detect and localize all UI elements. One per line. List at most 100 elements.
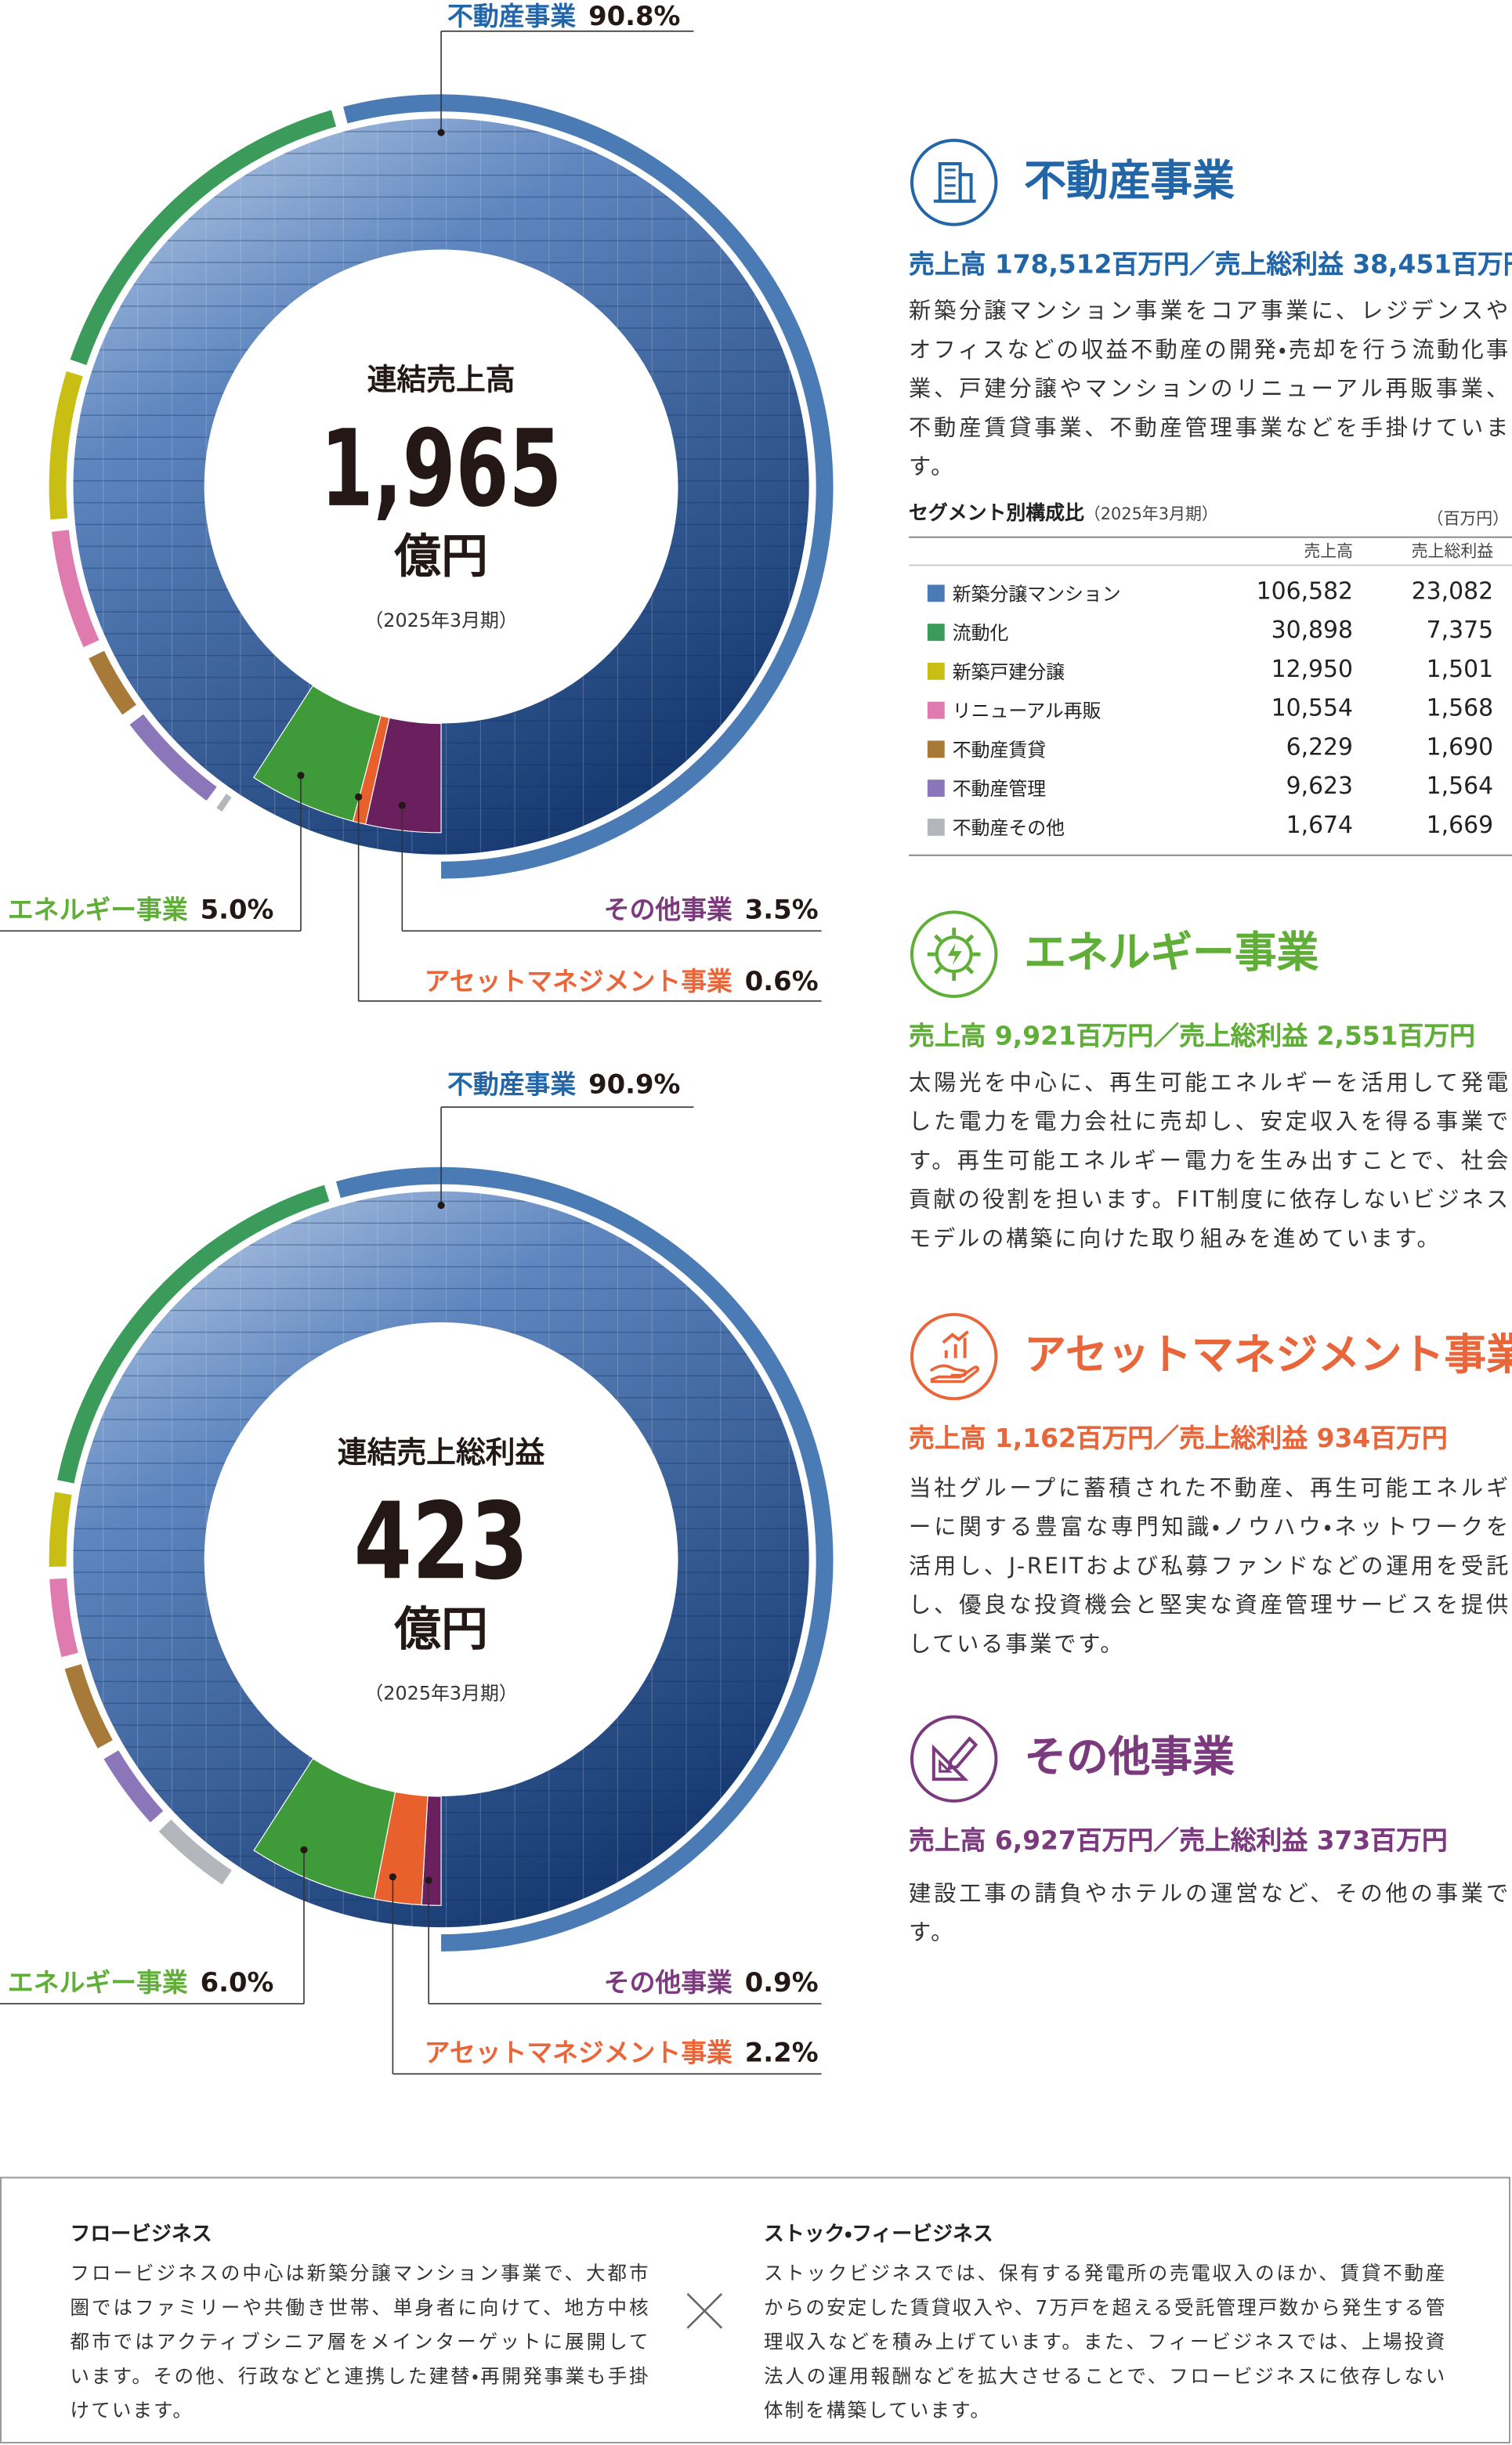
segment-title: 不動産事業 bbox=[1024, 157, 1235, 206]
leader-dot bbox=[437, 1202, 445, 1210]
ring-segment bbox=[49, 1492, 72, 1567]
cell: 6,229 bbox=[1286, 732, 1354, 761]
callout: 不動産事業 90.9% bbox=[447, 1069, 680, 1099]
color-swatch bbox=[927, 740, 945, 758]
leader-dot bbox=[437, 128, 445, 136]
table-row: 不動産管理 9,623 1,564 bbox=[909, 769, 1512, 808]
segment-figures: 売上高 6,927百万円／売上総利益 373百万円 bbox=[908, 1825, 1448, 1856]
cell: 1,501 bbox=[1426, 654, 1494, 683]
callout-name: その他事業 bbox=[604, 895, 732, 924]
cell: 106,582 bbox=[1256, 577, 1354, 606]
icon bbox=[910, 139, 998, 226]
center-period: （2025年3月期） bbox=[364, 609, 517, 631]
icon bbox=[910, 910, 998, 998]
callout-name: エネルギー事業 bbox=[8, 1968, 188, 1998]
segment-figures: 売上高 1,162百万円／売上総利益 934百万円 bbox=[908, 1423, 1448, 1454]
rule bbox=[908, 854, 1512, 856]
callout-value: 0.6% bbox=[745, 966, 819, 996]
center-value: 1,965 bbox=[320, 407, 562, 530]
cell: 10,554 bbox=[1271, 693, 1354, 722]
rule bbox=[908, 564, 1512, 566]
center-disc bbox=[204, 249, 678, 724]
segment-figures: 売上高 9,921百万円／売上総利益 2,551百万円 bbox=[908, 1021, 1475, 1051]
callout-name: エネルギー事業 bbox=[8, 895, 188, 924]
table-row: 不動産賃貸 6,229 1,690 bbox=[909, 730, 1512, 769]
callout: エネルギー事業 5.0% bbox=[8, 894, 273, 924]
callout: 不動産事業 90.8% bbox=[447, 1, 680, 31]
segment-title: エネルギー事業 bbox=[1024, 929, 1319, 978]
callout: その他事業 3.5% bbox=[604, 894, 819, 924]
table-row: 流動化 30,898 7,375 bbox=[909, 613, 1512, 652]
row-name: 流動化 bbox=[952, 622, 1009, 645]
callout-value: 2.2% bbox=[745, 2037, 819, 2067]
callout: エネルギー事業 6.0% bbox=[8, 1967, 273, 1998]
ring-segment bbox=[158, 1819, 232, 1885]
business-model-box bbox=[0, 2176, 1511, 2444]
row-name: 不動産その他 bbox=[952, 816, 1065, 839]
table-heading: セグメント別構成比（2025年3月期） bbox=[909, 496, 1218, 526]
cell: 1,568 bbox=[1426, 693, 1494, 722]
ring-segment bbox=[216, 794, 232, 812]
ring-segment bbox=[64, 1664, 113, 1749]
cell: 1,669 bbox=[1426, 811, 1494, 839]
table-period: （2025年3月期） bbox=[1083, 505, 1218, 524]
leader-dot bbox=[425, 1876, 432, 1884]
table-title: セグメント別構成比 bbox=[908, 500, 1084, 524]
callout-value: 0.9% bbox=[745, 1967, 819, 1998]
center-disc bbox=[204, 1322, 678, 1796]
ring-segment bbox=[129, 714, 217, 801]
callout-value: 6.0% bbox=[201, 1967, 274, 1998]
cell: 1,564 bbox=[1426, 772, 1494, 801]
segment-figures: 売上高 178,512百万円／売上総利益 38,451百万円 bbox=[908, 249, 1512, 280]
cell: 1,690 bbox=[1426, 732, 1494, 761]
ring-segment bbox=[335, 1166, 834, 1952]
ring-segment bbox=[49, 1578, 78, 1658]
cell: 30,898 bbox=[1271, 616, 1354, 645]
color-swatch bbox=[927, 584, 945, 602]
row-name: 不動産管理 bbox=[952, 778, 1047, 801]
ring bbox=[49, 1166, 834, 1952]
column-header: 売上高 bbox=[1304, 542, 1354, 562]
ring-segment bbox=[57, 1185, 330, 1484]
callout-value: 90.9% bbox=[588, 1069, 680, 1099]
ring-segment bbox=[343, 94, 834, 879]
callout-name: アセットマネジメント事業 bbox=[425, 967, 732, 996]
row-name: リニューアル再販 bbox=[952, 700, 1101, 722]
center-unit: 億円 bbox=[393, 1603, 487, 1657]
callout-name: 不動産事業 bbox=[447, 2, 576, 31]
color-swatch bbox=[927, 818, 945, 836]
icon bbox=[910, 1312, 998, 1401]
callout-name: その他事業 bbox=[604, 1968, 732, 1998]
table-row: 不動産その他 1,674 1,669 bbox=[909, 808, 1512, 847]
wedge bbox=[253, 1758, 396, 1900]
ring-segment bbox=[49, 371, 83, 520]
cross-mark bbox=[686, 2293, 723, 2329]
callout-value: 3.5% bbox=[745, 894, 819, 924]
segment-description: 新築分譲マンション事業をコア事業に、レジデンスやオフィスなどの収益不動産の開発・… bbox=[908, 299, 1511, 481]
ring bbox=[49, 94, 834, 879]
segment-title: その他事業 bbox=[1024, 1734, 1235, 1783]
color-swatch bbox=[927, 779, 945, 798]
business-title: ストック・フィービジネス bbox=[763, 2223, 993, 2248]
callout-name: アセットマネジメント事業 bbox=[425, 2038, 732, 2067]
rule bbox=[908, 536, 1512, 538]
color-swatch bbox=[927, 701, 945, 719]
segment-title: アセットマネジメント事業 bbox=[1024, 1331, 1512, 1380]
leader-dot bbox=[389, 1873, 396, 1881]
callout: アセットマネジメント事業 0.6% bbox=[425, 966, 819, 996]
ring-segment bbox=[89, 650, 137, 715]
center-period: （2025年3月期） bbox=[364, 1683, 517, 1705]
center-title: 連結売上総利益 bbox=[338, 1435, 545, 1470]
callout-value: 90.8% bbox=[588, 1, 680, 31]
callout-value: 5.0% bbox=[201, 894, 274, 924]
business-title: フロービジネス bbox=[70, 2223, 212, 2248]
leader-dot bbox=[398, 801, 406, 809]
icon bbox=[910, 1715, 998, 1803]
color-swatch bbox=[927, 662, 945, 680]
business-text: ストックビジネスでは、保有する発電所の売電収入のほか、賃貸不動産からの安定した賃… bbox=[763, 2262, 1447, 2422]
